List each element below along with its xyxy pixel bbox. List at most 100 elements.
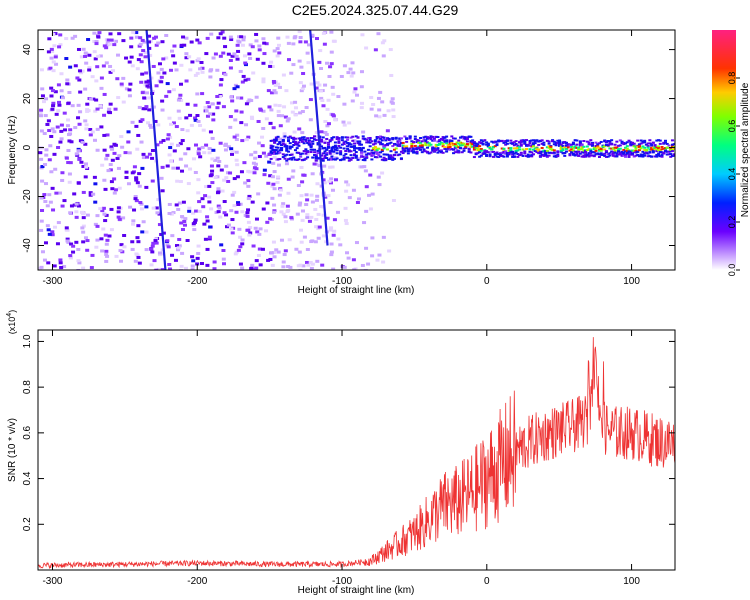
spectrogram-cell <box>378 90 383 94</box>
spectrogram-signal-cell <box>452 143 456 146</box>
spectrogram-cell <box>207 195 212 199</box>
spectrogram-cell <box>230 152 235 156</box>
spectrogram-signal-cell <box>306 156 310 159</box>
spectrogram-signal-cell <box>637 145 641 148</box>
spectrogram-cell <box>343 218 348 222</box>
spectrogram-signal-cell <box>571 143 575 146</box>
spectrogram-cell <box>134 178 139 182</box>
spectrogram-signal-cell <box>591 141 595 144</box>
spectrogram-cell <box>251 244 256 248</box>
spectrogram-signal-cell <box>495 152 499 155</box>
spectrogram-signal-cell <box>634 149 638 152</box>
spectrogram-signal-cell <box>519 140 523 143</box>
spectrogram-cell <box>223 148 228 152</box>
spectrogram-signal-cell <box>584 154 588 157</box>
spectrogram-cell <box>351 188 356 192</box>
spectrogram-cell <box>255 57 260 61</box>
spectrogram-signal-cell <box>570 148 574 151</box>
spectrogram-cell <box>150 90 155 94</box>
spectrogram-cell <box>306 61 311 65</box>
spectrogram-signal-cell <box>285 148 289 151</box>
spectrogram-signal-cell <box>333 141 337 144</box>
spectrogram-signal-cell <box>382 147 386 150</box>
spectrogram-signal-cell <box>478 145 482 148</box>
spectrogram-cell <box>321 104 326 108</box>
spectrogram-signal-cell <box>597 155 601 158</box>
spectrogram-signal-cell <box>370 158 374 161</box>
spectrogram-cell <box>56 83 61 87</box>
spectrogram-signal-cell <box>512 144 516 147</box>
spectrogram-signal-cell <box>386 153 390 156</box>
spectrogram-cell <box>151 206 156 210</box>
spectrogram-cell <box>59 137 64 141</box>
spectrogram-cell <box>271 161 276 165</box>
spectrogram-signal-cell <box>410 145 414 148</box>
spectrogram-signal-cell <box>375 156 379 159</box>
spectrogram-cell <box>85 239 90 243</box>
spectrogram-cell <box>305 213 310 217</box>
spectrogram-cell <box>347 121 352 125</box>
spectrogram-signal-cell <box>432 150 436 153</box>
spectrogram-cell <box>385 129 390 133</box>
spectrogram-cell <box>72 192 77 196</box>
spectrogram-signal-cell <box>295 147 299 150</box>
spectrogram-cell <box>299 89 304 93</box>
spectrogram-signal-cell <box>377 151 381 154</box>
spectrogram-signal-cell <box>394 143 398 146</box>
spectrogram-signal-cell <box>439 141 443 144</box>
spectrogram-cell <box>166 133 171 137</box>
spectrogram-cell <box>299 165 304 169</box>
spectrogram-cell <box>220 189 225 193</box>
spectrogram-cell <box>375 258 380 262</box>
spectrogram-signal-cell <box>464 144 468 147</box>
spectrogram-signal-cell <box>521 148 525 151</box>
spectrogram-cell <box>273 103 278 107</box>
spectrogram-signal-cell <box>443 140 447 143</box>
spectrogram-cell <box>268 257 273 261</box>
spectrogram-cell <box>153 239 158 243</box>
spectrogram-signal-cell <box>464 146 468 149</box>
spectrogram-cell <box>59 129 64 133</box>
spectrogram-signal-cell <box>358 148 362 151</box>
spectrogram-signal-cell <box>316 152 320 155</box>
spectrogram-cell <box>95 214 100 218</box>
spectrogram-cell <box>328 165 333 169</box>
spectrogram-cell <box>87 53 92 57</box>
spectrogram-cell <box>228 66 233 70</box>
spectrogram-cell <box>319 205 324 209</box>
spectrogram-signal-cell <box>571 152 575 155</box>
spectrogram-cell <box>68 161 73 165</box>
spectrogram-signal-cell <box>304 150 308 153</box>
spectrogram-cell <box>52 225 57 229</box>
spectrogram-cell <box>247 52 252 56</box>
spectrogram-cell <box>377 115 382 119</box>
spectrogram-signal-cell <box>304 152 308 155</box>
spectrogram-cell <box>189 123 194 127</box>
spectrogram-cell <box>93 200 98 204</box>
spectrogram-cell <box>116 53 121 57</box>
spectrogram-cell <box>50 233 55 237</box>
spectrogram-cell <box>246 135 251 139</box>
spectrogram-signal-cell <box>630 149 634 152</box>
spectrogram-cell <box>168 68 173 72</box>
spectrogram-signal-cell <box>415 138 419 141</box>
spectrogram-cell <box>295 212 300 216</box>
spectrogram-cell <box>308 98 313 102</box>
spectrogram-signal-cell <box>361 135 365 138</box>
spectrogram-signal-cell <box>399 137 403 140</box>
spectrogram-signal-cell <box>309 145 313 148</box>
spectrogram-cell <box>40 87 45 91</box>
spectrogram-signal-cell <box>316 149 320 152</box>
spectrogram-signal-cell <box>531 145 535 148</box>
spectrogram-cell <box>76 181 81 185</box>
spectrogram-signal-cell <box>625 152 629 155</box>
spectrogram-signal-cell <box>582 151 586 154</box>
spectrogram-cell <box>230 150 235 154</box>
spectrogram-signal-cell <box>625 151 629 154</box>
spectrogram-signal-cell <box>559 150 563 153</box>
spectrogram-signal-cell <box>458 136 462 139</box>
spectrogram-signal-cell <box>370 140 374 143</box>
spectrogram-signal-cell <box>455 146 459 149</box>
spectrogram-signal-cell <box>359 148 363 151</box>
spectrogram-cell <box>104 61 109 65</box>
